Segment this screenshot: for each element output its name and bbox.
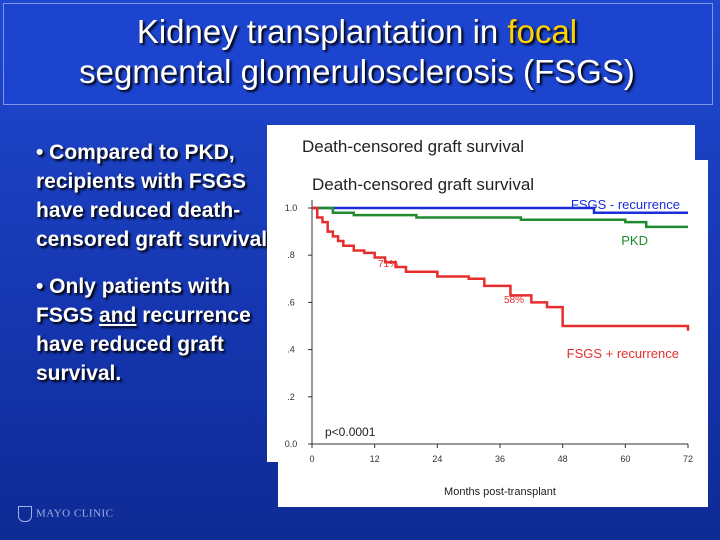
x-tick-label: 36	[495, 454, 505, 464]
series-label-fsgs-minus: FSGS - recurrence	[571, 197, 680, 212]
series-line-1	[312, 206, 688, 229]
x-tick-label: 24	[432, 454, 442, 464]
series-label-fsgs-plus: FSGS + recurrence	[567, 346, 679, 361]
annotation-58: 58%	[504, 295, 524, 306]
p-value: p<0.0001	[325, 425, 376, 439]
chart-back-svg: Death-censored graft survival	[302, 137, 524, 156]
x-tick-label: 0	[309, 454, 314, 464]
chart-axes: 0.0 .2 .4 .6 .8 1.0 0 12 24 36 48 60 72	[285, 200, 693, 464]
x-axis-label: Months post-transplant	[444, 486, 556, 498]
bullet-1: • Compared to PKD, recipients with FSGS …	[36, 141, 273, 251]
y-tick-label: .2	[287, 392, 295, 402]
title-highlight: focal	[507, 13, 578, 50]
title-part2: segmental glomerulosclerosis (FSGS)	[79, 53, 635, 90]
y-tick-label: .8	[287, 250, 295, 260]
chart-panel: Death-censored graft survival 0.0 .2 .4 .6.…	[278, 160, 708, 507]
y-tick-label: 0.0	[285, 439, 298, 449]
shield-icon	[18, 506, 32, 522]
series-label-pkd: PKD	[621, 233, 648, 248]
slide-title: Kidney transplantation in focal segmenta…	[0, 12, 714, 92]
bullet-2-post: recurrence have reduced graft survival.	[36, 304, 251, 385]
y-tick-label: .6	[287, 297, 295, 307]
y-tick-label: 1.0	[285, 203, 298, 213]
x-tick-label: 60	[620, 454, 630, 464]
title-part1: Kidney transplantation in	[136, 13, 508, 50]
survival-chart: Death-censored graft survival 0.0 .2 .4 .6.…	[285, 175, 693, 498]
mayo-clinic-logo: MAYO CLINIC	[18, 506, 114, 522]
bullet-2-pre: • Only patients with FSGS	[36, 275, 231, 327]
bullet-2-underline: and	[99, 304, 137, 327]
title-box	[3, 3, 713, 105]
bullet-2: • Only patients with FSGS and recurrence…	[36, 272, 286, 388]
x-tick-label: 48	[558, 454, 568, 464]
series-line-2	[312, 206, 690, 331]
chart-lines	[312, 206, 690, 331]
chart-back-title: Death-censored graft survival	[302, 137, 524, 156]
chart-title: Death-censored graft survival	[312, 175, 534, 194]
series-line-0	[312, 206, 688, 214]
x-tick-label: 12	[370, 454, 380, 464]
y-tick-label: .4	[287, 345, 295, 355]
bullet-list: • Compared to PKD, recipients with FSGS …	[36, 138, 286, 406]
x-tick-label: 72	[683, 454, 693, 464]
annotation-71: 71%	[378, 259, 398, 270]
